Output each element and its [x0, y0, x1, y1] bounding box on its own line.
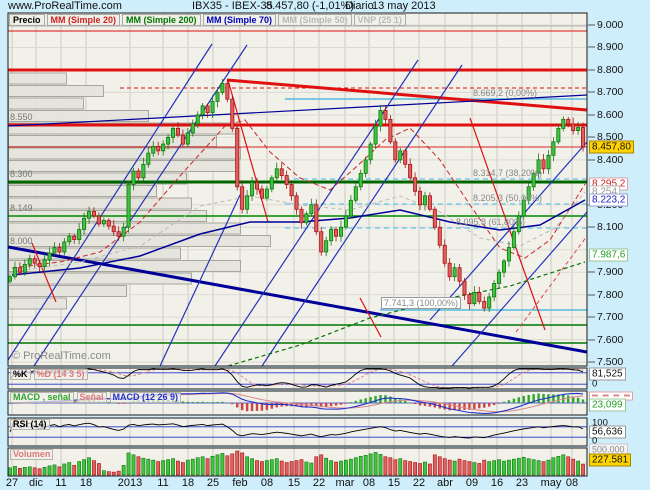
rsi-panel-area[interactable] [7, 417, 588, 447]
legend-item[interactable]: MM (Simple 50) [278, 14, 352, 26]
price-panel-area[interactable] [7, 12, 588, 367]
volume-panel-area[interactable] [7, 447, 588, 477]
legend-item[interactable]: Precio [9, 14, 45, 26]
legend-item[interactable]: MM (Simple 20) [46, 14, 121, 26]
last-quote: 8.457,80 (-1,01%) [266, 0, 355, 12]
macd-panel-area[interactable] [7, 390, 588, 416]
site-link[interactable]: www.ProRealTime.com [8, 0, 122, 12]
mm70-line [11, 199, 586, 276]
mm20-line [11, 119, 586, 269]
watermark: © ProRealTime.com [12, 350, 111, 362]
date-label: 13 may 2013 [372, 0, 436, 12]
legend-item[interactable]: VNP (25 1) [353, 14, 406, 26]
timeframe-label: Diario [345, 0, 374, 12]
legend-item[interactable]: MM (Simple 200) [122, 14, 201, 26]
stochastic-panel-area[interactable] [7, 367, 588, 390]
price-legend: Precio MM (Simple 20) MM (Simple 200) MM (S… [9, 14, 406, 26]
legend-item[interactable]: MM (Simple 70) [202, 14, 277, 26]
symbol-title: IBX35 - IBEX-35 [192, 0, 273, 12]
